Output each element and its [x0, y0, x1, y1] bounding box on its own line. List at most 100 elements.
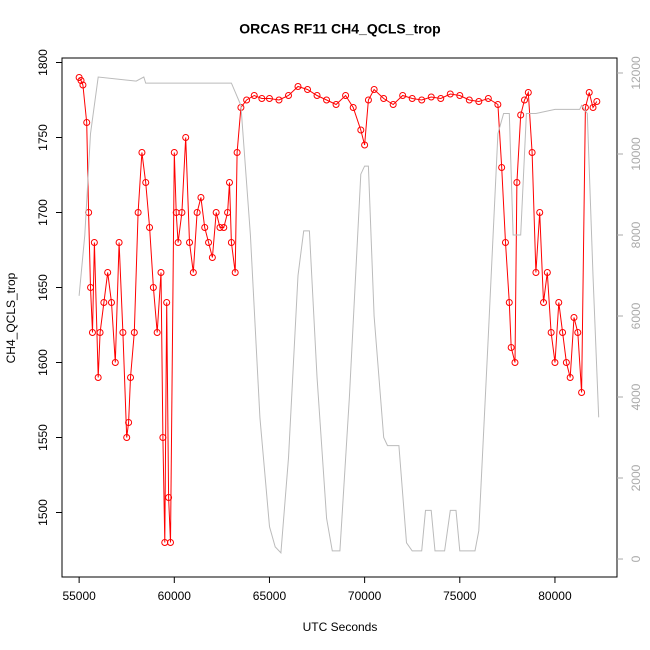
data-point — [304, 86, 312, 93]
data-point — [79, 81, 87, 89]
data-point — [284, 92, 292, 99]
data-point — [540, 299, 548, 306]
data-point — [142, 179, 150, 186]
y2-line — [78, 76, 600, 555]
data-point — [505, 299, 513, 306]
y2-tick-label: 4000 — [629, 383, 643, 410]
data-point — [524, 89, 532, 96]
data-point — [149, 284, 157, 291]
data-point — [258, 95, 266, 102]
data-point — [212, 209, 220, 216]
data-point — [265, 95, 273, 102]
y-tick-label: 1800 — [36, 49, 50, 76]
chart-title: ORCAS RF11 CH4_QCLS_trop — [239, 21, 440, 37]
data-point — [389, 101, 397, 108]
x-tick-label: 75000 — [443, 589, 477, 603]
data-point — [555, 299, 563, 306]
data-point — [593, 98, 601, 105]
data-point — [349, 104, 357, 111]
y2-tick-label: 10000 — [629, 137, 643, 171]
data-point — [227, 239, 235, 246]
data-point — [123, 434, 131, 441]
data-point — [231, 269, 239, 276]
data-point — [178, 209, 186, 216]
plot-box — [61, 57, 618, 578]
y-tick-label: 1650 — [36, 274, 50, 301]
data-point — [104, 269, 112, 276]
data-point — [90, 239, 98, 246]
data-point — [313, 92, 321, 99]
data-point — [205, 239, 213, 246]
data-point — [507, 344, 515, 351]
data-point — [174, 239, 182, 246]
data-point — [115, 239, 123, 246]
data-point — [578, 389, 586, 396]
data-point — [208, 254, 216, 261]
data-point — [498, 164, 506, 171]
data-point — [275, 96, 283, 104]
data-point — [77, 77, 85, 84]
data-point — [484, 95, 492, 102]
data-point — [153, 329, 161, 336]
data-point — [427, 93, 435, 101]
data-point — [107, 299, 115, 306]
data-point — [157, 269, 165, 276]
data-point — [224, 209, 232, 216]
data-point — [574, 329, 582, 336]
data-point — [456, 92, 464, 99]
y2-tick-label: 8000 — [629, 221, 643, 248]
data-point — [189, 269, 197, 276]
y-tick-label: 1550 — [36, 424, 50, 451]
data-point — [163, 299, 171, 306]
data-point — [165, 494, 173, 501]
data-point — [125, 419, 133, 426]
y2-tick-label: 2000 — [629, 464, 643, 491]
data-point — [323, 96, 331, 104]
y2-tick-label: 12000 — [629, 56, 643, 90]
data-point — [83, 119, 91, 126]
data-point — [532, 269, 540, 276]
data-point — [562, 359, 570, 366]
y-tick-label: 1600 — [36, 349, 50, 376]
x-tick-label: 60000 — [158, 589, 192, 603]
data-point — [361, 141, 369, 149]
data-point — [197, 194, 205, 201]
y-axis-label: CH4_QCLS_trop — [4, 272, 18, 363]
data-point — [182, 134, 190, 141]
data-point — [127, 374, 135, 381]
data-point — [357, 126, 365, 134]
data-point — [465, 96, 473, 104]
data-point — [380, 95, 388, 102]
data-point — [88, 329, 96, 336]
data-point — [170, 149, 178, 156]
data-point — [559, 329, 567, 336]
data-point — [96, 329, 104, 336]
data-point — [186, 239, 194, 246]
data-point — [547, 329, 555, 336]
data-point — [332, 101, 340, 108]
data-point — [543, 269, 551, 276]
data-point — [585, 89, 593, 96]
data-point — [511, 359, 519, 366]
data-line — [78, 77, 598, 543]
x-tick-label: 80000 — [538, 589, 572, 603]
data-point — [220, 224, 228, 231]
data-point — [250, 92, 258, 99]
data-point — [216, 224, 224, 231]
data-point — [513, 179, 521, 186]
y2-tick-label: 0 — [629, 555, 643, 562]
x-tick-label: 55000 — [62, 589, 96, 603]
data-point — [243, 96, 251, 104]
data-point — [517, 111, 525, 119]
y2-tick-label: 6000 — [629, 302, 643, 329]
data-point — [111, 359, 119, 366]
data-point — [446, 90, 454, 98]
data-point — [408, 95, 416, 102]
data-point — [475, 98, 483, 105]
data-point — [94, 374, 102, 381]
data-point — [364, 96, 372, 104]
data-point — [119, 329, 127, 336]
y-tick-label: 1700 — [36, 199, 50, 226]
data-point — [551, 359, 559, 366]
data-point — [166, 539, 174, 546]
